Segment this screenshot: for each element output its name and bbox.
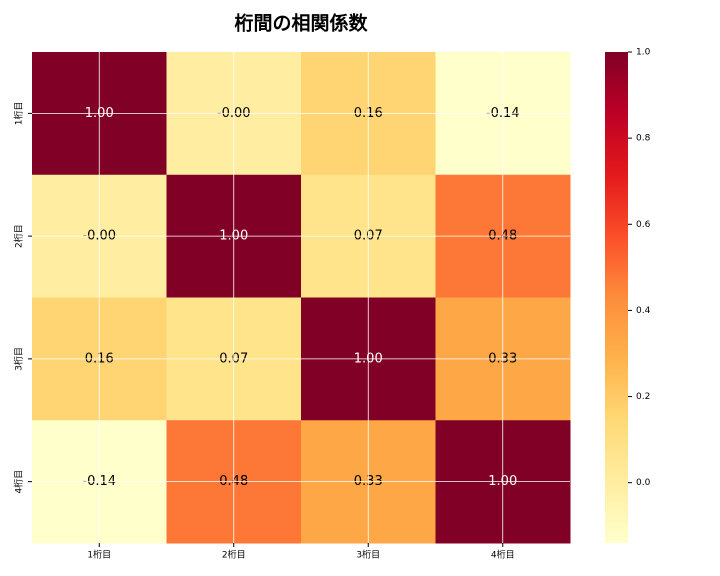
- colorbar-tick-label: 0.4: [636, 306, 651, 316]
- x-tick-label: 4桁目: [491, 549, 515, 561]
- y-tick-label: 2桁目: [13, 224, 25, 248]
- colorbar-tick-label: 0.0: [636, 478, 651, 488]
- colorbar-tick-label: 0.2: [636, 392, 650, 402]
- x-tick-label: 1桁目: [87, 549, 111, 561]
- y-tick-label: 4桁目: [13, 470, 25, 494]
- x-tick-label: 3桁目: [356, 549, 380, 561]
- chart-title: 桁間の相関係数: [234, 12, 368, 35]
- x-tick-label: 2桁目: [222, 549, 246, 561]
- colorbar-tick-label: 0.6: [636, 220, 651, 230]
- colorbar-tick-label: 1.0: [636, 48, 651, 58]
- y-tick-label: 3桁目: [13, 347, 25, 371]
- colorbar: [605, 52, 628, 543]
- y-tick-label: 1桁目: [13, 102, 25, 126]
- colorbar-tick-label: 0.8: [636, 134, 651, 144]
